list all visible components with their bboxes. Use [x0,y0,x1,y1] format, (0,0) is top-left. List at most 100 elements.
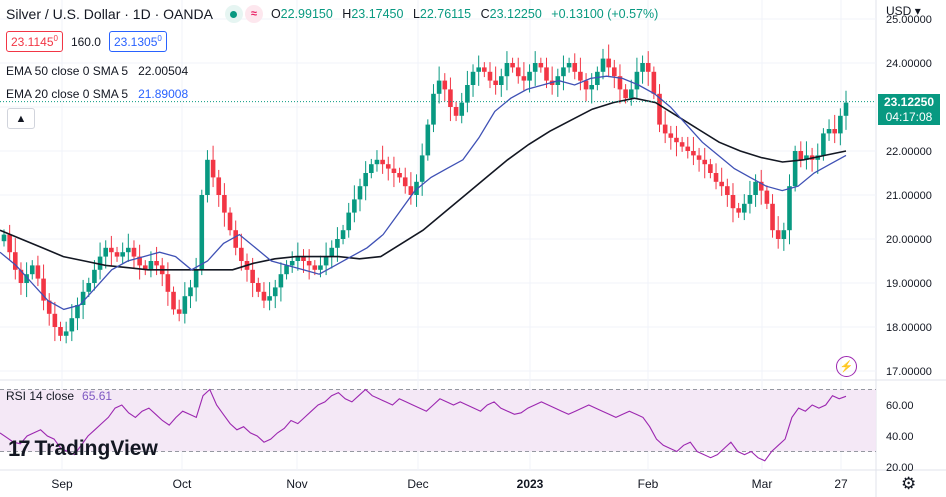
candle-body [758,181,764,191]
candle-body [674,137,679,143]
candle-body [566,63,572,68]
candle-body [838,115,843,134]
candle-body [623,89,628,99]
buy-price-button[interactable]: 23.13050 [108,31,167,52]
tradingview-logo[interactable]: 17 TradingView [8,436,158,461]
candle-body [239,247,244,261]
candle-body [109,247,114,253]
candle-body [589,85,595,90]
candle-body [640,63,645,72]
candle-body [459,102,465,116]
candle-body [46,300,52,314]
candle-body [510,63,515,68]
candle-body [583,80,589,90]
candle-body [250,269,255,283]
candle-body [41,278,46,301]
price-axis[interactable]: 25.0000024.0000023.0000022.0000021.00000… [886,14,932,378]
candle-body [92,269,97,283]
rsi-axis[interactable]: 60.00 40.00 20.00 [886,400,914,474]
candle-body [408,186,414,195]
candle-body [142,265,148,270]
candle-body [606,58,611,68]
caret-down-icon: ▾ [914,4,921,18]
candle-body [544,67,549,81]
candle-body [222,195,227,213]
candle-body [532,63,538,72]
candle-body [210,159,216,178]
time-axis[interactable]: Sep Oct Nov Dec 2023 Feb Mar 27 [51,477,848,491]
ema20-legend[interactable]: EMA 20 close 0 SMA 5 21.89008 [6,87,189,101]
candle-body [385,164,391,169]
price-tick-label: 22.00000 [886,146,932,158]
candle-body [781,230,787,239]
candle-body [668,133,674,138]
price-tick-label: 21.00000 [886,190,932,202]
candle-body [826,129,832,134]
gear-icon[interactable]: ⚙ [901,474,917,493]
candle-body [369,164,374,173]
candle-body [719,181,724,187]
symbol-title[interactable]: Silver / U.S. Dollar · 1D · OANDA [6,6,213,22]
candle-body [662,124,668,134]
candle-body [199,195,205,270]
chevron-up-icon[interactable]: ▲ [7,108,35,129]
candle-body [267,296,272,301]
candle-body [205,159,210,195]
candle-body [295,256,301,261]
low-value: 22.76115 [419,7,472,21]
candle-body [120,252,125,257]
rsi-legend[interactable]: RSI 14 close 65.61 [6,389,113,403]
approx-icon[interactable]: ≈ [244,5,263,23]
time-tick-label: 27 [834,477,848,491]
candle-body [114,252,120,257]
sell-price-button[interactable]: 23.11450 [6,31,63,52]
candle-body [69,318,75,332]
ema20-line [0,75,847,311]
candle-body [725,186,730,195]
candle-body [29,265,35,275]
candle-body [747,195,753,204]
time-tick-label: Feb [638,477,659,491]
ema50-line [0,97,847,271]
candle-body [645,63,651,72]
candle-body [476,67,481,72]
market-open-dot-icon[interactable] [224,5,243,23]
candle-body [289,261,295,266]
currency-select[interactable]: USD ▾ [886,4,921,18]
change-value: +0.13100 (+0.57%) [551,7,659,21]
candle-body [278,274,284,288]
candle-body [787,186,792,231]
candle-body [561,67,566,77]
candle-body [419,155,425,182]
candle-body [775,230,781,239]
ema50-legend[interactable]: EMA 50 close 0 SMA 5 22.00504 [6,64,189,78]
candle-body [493,80,498,85]
candle-body [233,230,238,248]
candle-body [165,274,171,292]
ema20-value: 21.89008 [138,87,189,101]
candle-body [176,309,182,314]
candle-body [521,76,527,81]
candle-body [465,85,470,103]
candle-body [651,71,657,94]
candle-body [612,67,617,77]
candle-body [24,274,29,283]
candle-body [35,265,41,279]
candle-body [685,146,691,151]
candle-body [753,181,758,195]
candle-body [318,265,323,270]
candle-body [617,76,623,90]
rsi-tick-label: 60.00 [886,400,914,412]
candle-body [770,203,775,231]
candle-body [7,234,12,253]
candle-body [227,212,233,231]
candle-body [148,261,154,270]
candle-body [628,89,634,99]
lightning-icon[interactable]: ⚡ [836,356,857,377]
price-tick-label: 25.00000 [886,14,932,26]
candle-body [600,58,606,72]
symbol-header: Silver / U.S. Dollar · 1D · OANDA ≈ O22.… [6,5,664,23]
candle-body [188,287,193,297]
close-value: 23.12250 [489,7,542,21]
